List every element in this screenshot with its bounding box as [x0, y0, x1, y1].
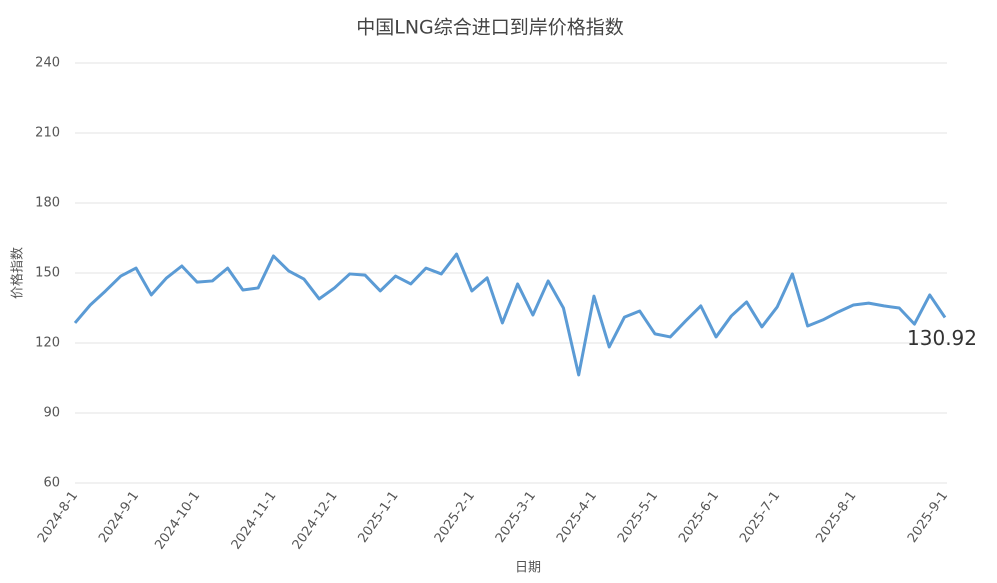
y-axis-label: 价格指数 [10, 247, 26, 299]
x-tick-label: 2024-10-1 [152, 489, 203, 553]
y-tick-label: 180 [35, 196, 60, 211]
x-tick-label: 2024-11-1 [229, 489, 280, 553]
x-tick-label: 2024-9-1 [96, 489, 142, 546]
x-tick-label: 2025-4-1 [554, 489, 600, 546]
x-tick-label: 2025-8-1 [813, 489, 859, 546]
x-tick-label: 2025-9-1 [905, 489, 951, 546]
y-tick-label: 150 [35, 266, 60, 281]
x-tick-label: 2024-12-1 [290, 489, 341, 553]
y-tick-label: 90 [43, 406, 60, 421]
x-tick-label: 2025-7-1 [737, 489, 783, 546]
x-tick-label: 2025-1-1 [356, 489, 402, 546]
x-tick-label: 2024-8-1 [35, 489, 81, 546]
x-tick-label: 2025-2-1 [432, 489, 478, 546]
end-value-label: 130.92 [907, 326, 977, 350]
y-tick-label: 240 [35, 56, 60, 71]
data-line [73, 252, 947, 377]
chart-title: 中国LNG综合进口到岸价格指数 [356, 17, 624, 39]
x-tick-label: 2025-5-1 [615, 489, 661, 546]
x-tick-label: 2025-6-1 [676, 489, 722, 546]
y-tick-label: 210 [35, 126, 60, 141]
y-tick-label: 120 [35, 336, 60, 351]
y-tick-label: 60 [43, 476, 60, 491]
x-axis-label: 日期 [515, 561, 541, 576]
x-tick-label: 2025-3-1 [493, 489, 539, 546]
